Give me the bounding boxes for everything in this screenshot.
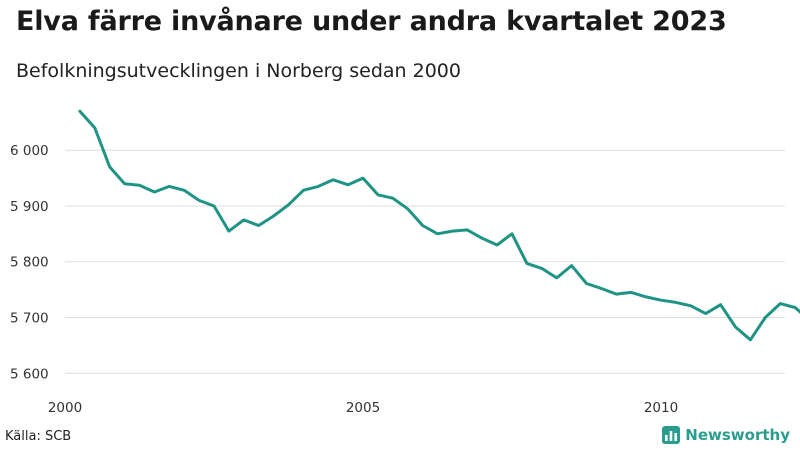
grid-layer [65,149,785,374]
y-tick-label: 6 000 [10,143,49,159]
x-axis-labels: 20002005201020152020 [48,400,678,416]
y-tick-label: 5 600 [10,366,49,382]
newsworthy-icon [662,426,681,444]
y-tick-label: 5 800 [10,255,49,271]
x-tick-label: 2000 [48,400,82,416]
y-tick-label: 5 700 [10,311,49,327]
y-tick-label: 5 900 [10,199,49,215]
series-layer [78,109,800,342]
source-note: Källa: SCB [5,429,72,444]
y-axis-labels: 5 600 5 700 5 800 5 900 6 000 [10,143,49,382]
chart-subtitle: Befolkningsutvecklingen i Norberg sedan … [16,60,461,82]
brand-name: Newsworthy [685,426,790,444]
x-tick-label: 2005 [346,400,380,416]
chart-title: Elva färre invånare under andra kvartale… [16,6,727,37]
x-tick-label: 2010 [644,400,678,416]
brand-logo: Newsworthy [662,426,790,444]
series-line [78,109,800,342]
